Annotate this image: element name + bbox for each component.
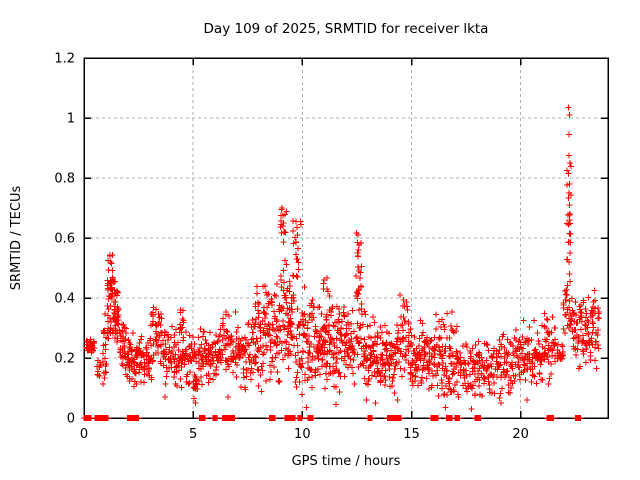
x-tick-label: 10 [294, 427, 311, 442]
x-tick-label: 15 [403, 427, 420, 442]
y-tick-label: 1.2 [54, 52, 75, 67]
x-tick-labels: 0 5 10 15 20 [80, 427, 529, 442]
y-tick-labels: 0 0.2 0.4 0.6 0.8 1 1.2 [54, 52, 75, 427]
x-tick-label: 0 [80, 427, 88, 442]
y-tick-label: 1 [67, 112, 75, 127]
chart-title: Day 109 of 2025, SRMTID for receiver lkt… [204, 21, 489, 37]
axis-ticks [83, 57, 608, 419]
data-points [80, 104, 603, 422]
y-tick-label: 0.2 [54, 352, 75, 367]
y-axis-label: SRMTID / TECUs [9, 186, 24, 291]
y-tick-label: 0.4 [54, 292, 75, 307]
y-tick-label: 0.6 [54, 232, 75, 247]
x-tick-label: 5 [189, 427, 197, 442]
y-tick-label: 0.8 [54, 172, 75, 187]
x-tick-label: 20 [512, 427, 529, 442]
x-axis-label: GPS time / hours [292, 454, 401, 469]
y-tick-label: 0 [67, 412, 75, 427]
